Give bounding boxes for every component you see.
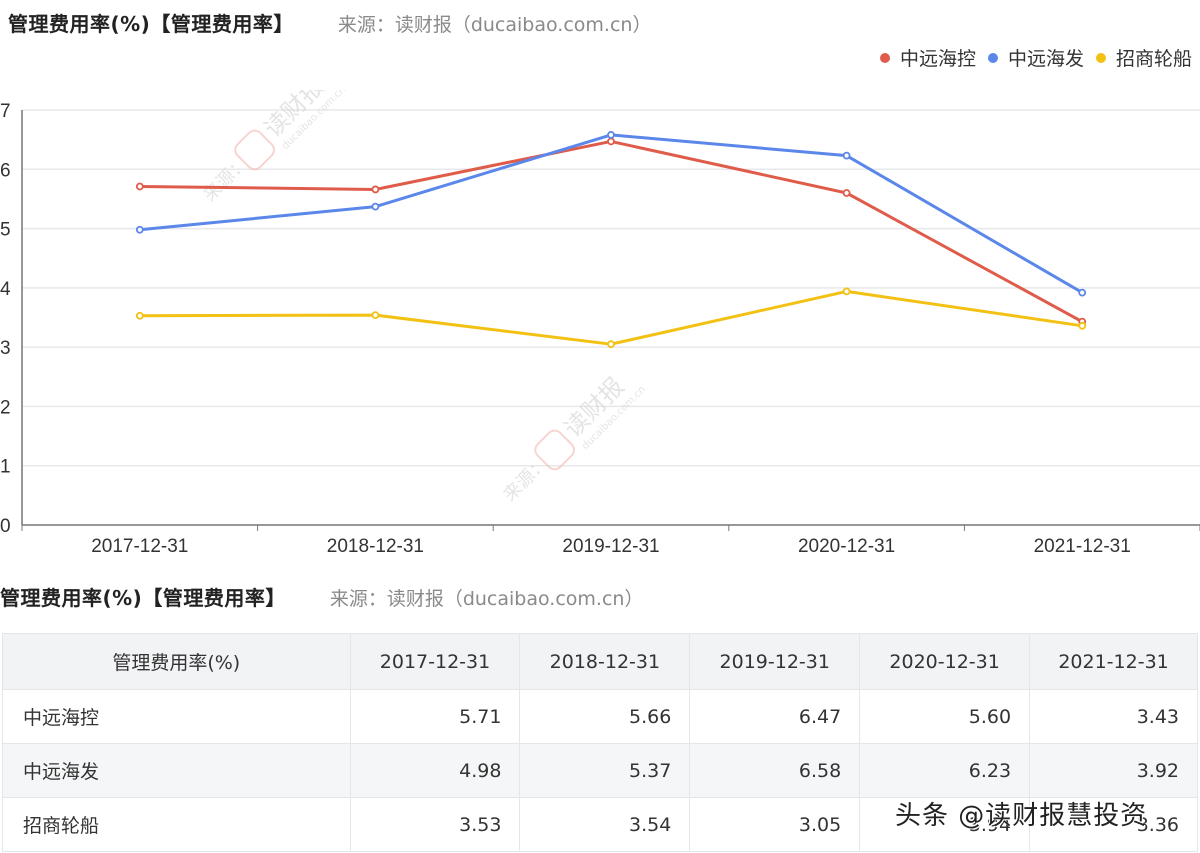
table-cell: 3.54 <box>519 797 691 852</box>
y-tick-label: 6 <box>0 160 11 181</box>
table-cell: 6.58 <box>689 743 861 798</box>
header-cell: 2020-12-31 <box>859 633 1031 690</box>
data-point[interactable] <box>607 137 615 146</box>
header-cell: 2019-12-31 <box>689 633 861 690</box>
legend-label: 中远海控 <box>899 48 976 70</box>
x-tick-label: 2021-12-31 <box>1034 536 1131 557</box>
table-cell: 5.60 <box>859 689 1031 744</box>
table-row: 中远海发 4.98 5.37 6.58 6.23 3.92 <box>2 743 1198 798</box>
table-title: 管理费用率(%)【管理费用率】 <box>0 586 286 610</box>
x-tick-label: 2020-12-31 <box>798 536 895 557</box>
x-tick-label: 2019-12-31 <box>562 536 659 557</box>
table-cell: 6.23 <box>859 743 1031 798</box>
header-cell: 2018-12-31 <box>519 633 691 690</box>
table-source: 来源：读财报（ducaibao.com.cn） <box>329 588 644 610</box>
data-point[interactable] <box>842 151 851 160</box>
toutiao-watermark: 头条 @读财报慧投资 <box>895 801 1148 831</box>
series-line-0 <box>135 137 1087 326</box>
data-point[interactable] <box>842 189 851 197</box>
x-tick-label: 2018-12-31 <box>327 536 424 557</box>
chart-title-row: 管理费用率(%)【管理费用率】 来源：读财报（ducaibao.com.cn） <box>8 8 651 37</box>
table-cell: 4.98 <box>349 743 521 798</box>
data-point[interactable] <box>135 311 144 320</box>
y-tick-label: 0 <box>0 516 11 537</box>
data-point[interactable] <box>371 185 380 194</box>
series-line-2 <box>135 287 1087 349</box>
data-point[interactable] <box>371 311 380 320</box>
legend-label: 招商轮船 <box>1115 48 1192 70</box>
y-tick-label: 7 <box>0 101 11 122</box>
series-line-1 <box>135 131 1087 297</box>
y-tick-label: 2 <box>0 397 11 418</box>
legend-item-cosco-development[interactable]: 中远海发 <box>987 44 1084 71</box>
data-point[interactable] <box>135 225 144 234</box>
row-label: 中远海发 <box>2 743 351 798</box>
chart-axes: 0 1 2 3 4 5 6 7 2017-12-31 2018-12-31 2019-12-31 20… <box>0 101 1200 557</box>
chart-title: 管理费用率(%)【管理费用率】 <box>8 12 294 36</box>
x-tick-label: 2017-12-31 <box>91 536 188 557</box>
legend-dot-icon <box>1095 52 1106 63</box>
data-point[interactable] <box>842 287 851 296</box>
svg-text:来源：: 来源： <box>199 153 252 206</box>
data-point[interactable] <box>371 202 380 211</box>
table-cell: 3.92 <box>1029 743 1198 798</box>
header-cell: 2021-12-31 <box>1029 633 1198 690</box>
table-cell: 5.66 <box>519 689 691 744</box>
row-label: 中远海控 <box>2 689 351 744</box>
header-cell: 2017-12-31 <box>349 633 521 690</box>
table-cell: 3.36 <box>1029 797 1198 852</box>
data-point[interactable] <box>1078 288 1087 297</box>
table-cell: 6.47 <box>689 689 861 744</box>
table-row: 招商轮船 3.53 3.54 3.05 3.94 3.36 <box>2 797 1198 852</box>
y-tick-label: 3 <box>0 338 11 359</box>
svg-text:来源：: 来源： <box>499 453 552 506</box>
legend-dot-icon <box>879 52 890 63</box>
table-cell: 5.37 <box>519 743 691 798</box>
legend-item-cosco-holdings[interactable]: 中远海控 <box>879 44 976 71</box>
row-label: 招商轮船 <box>2 797 351 852</box>
data-point[interactable] <box>1078 321 1087 330</box>
chart-series <box>135 131 1087 349</box>
chart-source: 来源：读财报（ducaibao.com.cn） <box>337 14 652 36</box>
table-cell: 3.53 <box>349 797 521 852</box>
table-cell: 5.71 <box>349 689 521 744</box>
data-point[interactable] <box>135 182 144 191</box>
y-tick-label: 1 <box>0 457 11 478</box>
table-cell: 3.43 <box>1029 689 1198 744</box>
y-tick-label: 4 <box>0 279 11 300</box>
table-cell: 3.05 <box>689 797 861 852</box>
legend-dot-icon <box>987 52 998 63</box>
data-point[interactable] <box>607 340 615 349</box>
chart-legend: 中远海控 中远海发 招商轮船 <box>868 44 1192 71</box>
table-row: 中远海控 5.71 5.66 6.47 5.60 3.43 <box>2 689 1198 744</box>
table-cell: 3.94 <box>859 797 1031 852</box>
legend-item-cm-energy[interactable]: 招商轮船 <box>1095 44 1192 71</box>
table-title-row: 管理费用率(%)【管理费用率】 来源：读财报（ducaibao.com.cn） <box>0 582 643 611</box>
header-cell: 管理费用率(%) <box>2 633 351 690</box>
legend-label: 中远海发 <box>1007 48 1084 70</box>
table-header-row: 管理费用率(%) 2017-12-31 2018-12-31 2019-12-3… <box>2 633 1198 690</box>
data-table: 管理费用率(%) 2017-12-31 2018-12-31 2019-12-3… <box>2 633 1198 852</box>
y-tick-label: 5 <box>0 220 11 241</box>
data-point[interactable] <box>607 131 615 139</box>
